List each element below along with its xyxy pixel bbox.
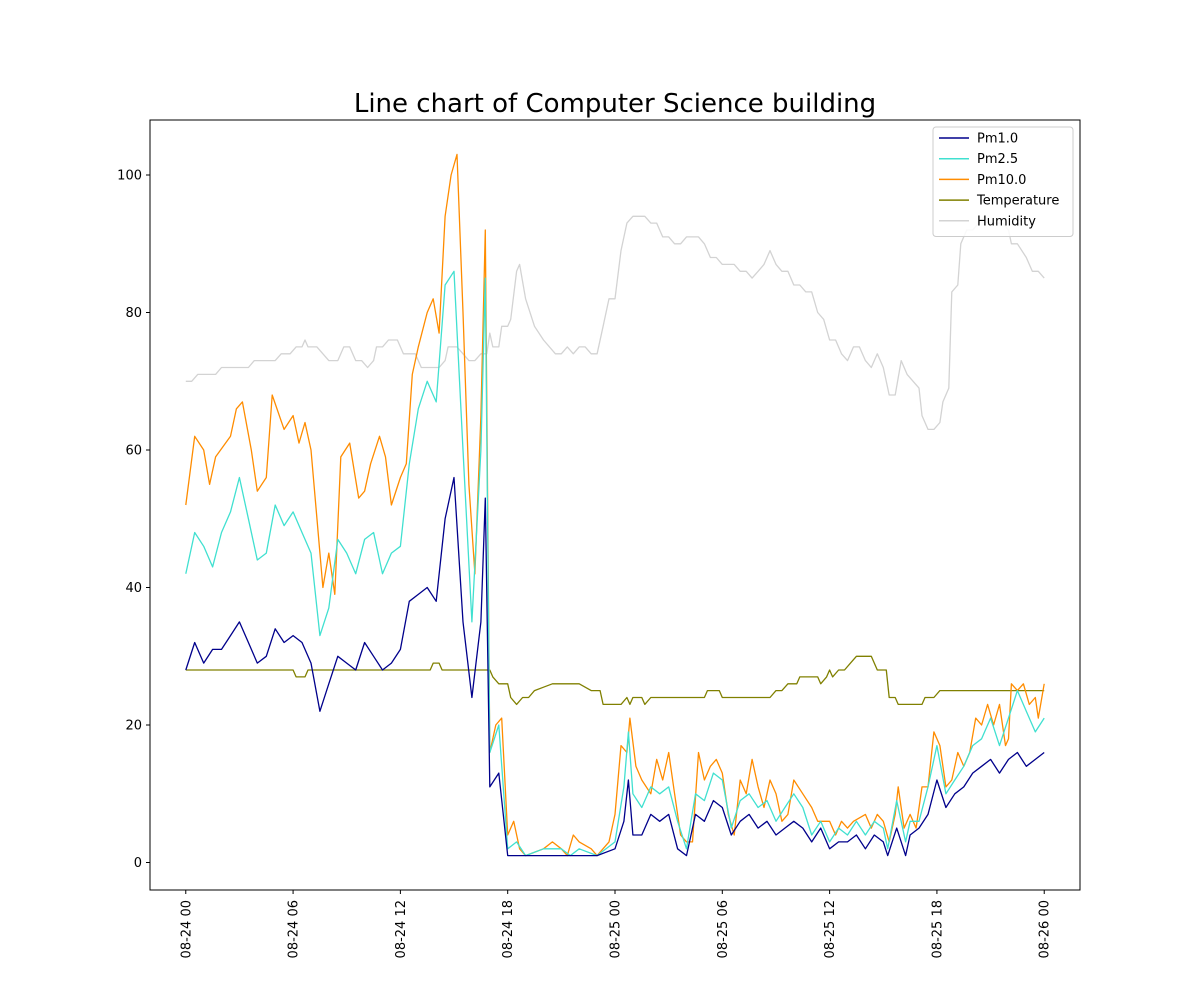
x-tick-label: 08-25 12 bbox=[823, 900, 838, 958]
y-tick-label: 100 bbox=[117, 169, 142, 184]
series-line-humidity bbox=[185, 215, 1045, 431]
y-tick-label: 60 bbox=[125, 444, 142, 459]
x-tick-label: 08-25 18 bbox=[930, 900, 945, 958]
y-tick-label: 0 bbox=[134, 856, 142, 871]
series-line-pm1-0 bbox=[185, 476, 1045, 857]
x-tick-label: 08-24 00 bbox=[179, 900, 194, 958]
chart-title: Line chart of Computer Science building bbox=[354, 89, 876, 119]
legend: Pm1.0 Pm2.5 Pm10.0 Temperature Humidity bbox=[932, 126, 1074, 237]
y-axis: 0 20 40 60 80 100 bbox=[117, 169, 150, 871]
series-layer bbox=[185, 153, 1045, 857]
legend-label-pm1-0: Pm1.0 bbox=[977, 132, 1018, 147]
x-tick-label: 08-24 12 bbox=[394, 900, 409, 958]
series-line-pm10-0 bbox=[185, 153, 1045, 857]
x-tick-label: 08-25 06 bbox=[716, 900, 731, 958]
legend-label-pm10-0: Pm10.0 bbox=[977, 173, 1026, 188]
legend-label-temperature: Temperature bbox=[976, 194, 1059, 209]
x-axis: 08-24 00 08-24 06 08-24 12 08-24 18 08-25 00… bbox=[179, 890, 1053, 958]
x-tick-label: 08-24 18 bbox=[501, 900, 516, 958]
y-tick-label: 20 bbox=[125, 719, 142, 734]
series-line-temperature bbox=[185, 655, 1045, 706]
legend-label-humidity: Humidity bbox=[977, 214, 1036, 229]
x-tick-label: 08-26 00 bbox=[1038, 900, 1053, 958]
series-line-pm2-5 bbox=[185, 270, 1045, 857]
y-tick-label: 40 bbox=[125, 581, 142, 596]
legend-label-pm2-5: Pm2.5 bbox=[977, 152, 1018, 167]
legend-box bbox=[932, 126, 1074, 237]
x-tick-label: 08-24 06 bbox=[287, 900, 302, 958]
x-tick-label: 08-25 00 bbox=[609, 900, 624, 958]
y-tick-label: 80 bbox=[125, 306, 142, 321]
